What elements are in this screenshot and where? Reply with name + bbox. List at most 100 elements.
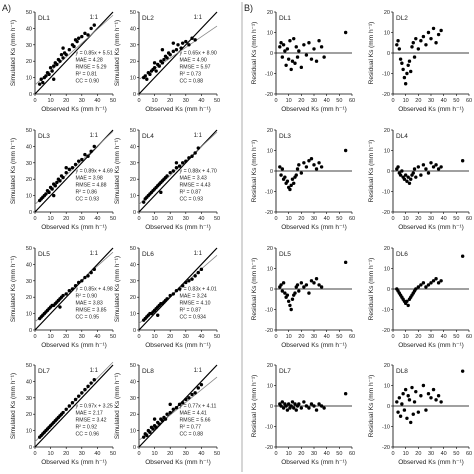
data-point	[199, 267, 204, 272]
stat-line: MAE = 3.83	[76, 301, 103, 307]
data-point	[299, 406, 304, 410]
x-tick-label: 50	[336, 334, 342, 340]
data-point	[412, 400, 417, 404]
x-tick-label: 0	[33, 451, 36, 457]
data-point	[47, 72, 51, 77]
data-point	[92, 378, 96, 382]
stat-line: RMSE = 5.66	[180, 418, 211, 424]
data-point	[86, 274, 90, 278]
data-point	[52, 64, 56, 68]
stat-line: y = 0.97x + 3.25	[76, 404, 113, 410]
data-point	[171, 41, 176, 45]
x-tick-label: 40	[441, 98, 447, 104]
plot-title: DL7	[38, 368, 50, 375]
data-point	[145, 77, 149, 81]
data-point	[314, 167, 319, 171]
y-tick-label: 30	[26, 161, 32, 167]
data-point	[180, 401, 185, 405]
x-tick-label: 30	[428, 334, 434, 340]
x-tick-label: 20	[63, 98, 69, 104]
x-axis-label: Observed Ks (mm h⁻¹)	[145, 106, 211, 113]
data-point	[190, 154, 194, 158]
data-point	[317, 161, 321, 165]
x-tick-label: 60	[466, 334, 472, 340]
plot-b-dl6: 0 10 20 30 40 50 60 -20 -10 0 10 20 DL6 Observed Ks (…	[368, 246, 472, 349]
x-tick-label: 60	[349, 216, 355, 222]
y-axis-label: Residual Ks (mm h⁻¹)	[368, 375, 375, 438]
data-point	[411, 412, 415, 416]
stat-line: CC = 0.90	[76, 79, 100, 85]
y-tick-label: 50	[26, 128, 32, 134]
y-tick-label: 10	[384, 31, 390, 37]
y-tick-label: 50	[26, 10, 32, 16]
data-point	[416, 47, 421, 51]
data-point	[143, 74, 147, 78]
x-tick-label: 20	[415, 98, 421, 104]
x-tick-label: 30	[428, 451, 434, 457]
data-point	[403, 82, 408, 86]
data-point	[411, 41, 415, 45]
x-tick-label: 30	[79, 334, 85, 340]
data-point	[302, 43, 306, 47]
stat-line: RMSE = 3.42	[76, 418, 107, 424]
data-point	[174, 48, 179, 52]
plot-title: DL2	[396, 15, 408, 22]
data-point	[187, 156, 191, 160]
x-tick-label: 50	[453, 216, 459, 222]
data-point	[171, 169, 176, 173]
data-point	[285, 179, 290, 183]
data-point	[431, 165, 436, 169]
data-point	[434, 277, 438, 281]
data-point	[179, 46, 183, 50]
x-tick-label: 30	[183, 216, 189, 222]
plot-title: DL7	[279, 368, 291, 375]
data-point	[152, 417, 157, 421]
x-tick-label: 40	[94, 451, 100, 457]
x-tick-label: 20	[415, 451, 421, 457]
y-tick-label: 20	[26, 412, 32, 418]
data-point	[165, 297, 169, 301]
data-point	[421, 281, 426, 285]
x-tick-label: 20	[298, 98, 304, 104]
data-point	[414, 389, 418, 394]
x-tick-label: 30	[428, 216, 434, 222]
y-axis-label: Residual Ks (mm h⁻¹)	[368, 258, 375, 321]
data-point	[299, 171, 304, 175]
stat-line: R² = 0.92	[76, 425, 98, 431]
stat-line: R² = 0.87	[180, 190, 202, 196]
x-tick-label: 50	[110, 334, 116, 340]
data-point	[421, 383, 426, 388]
x-tick-label: 0	[33, 334, 36, 340]
data-point	[312, 47, 316, 51]
x-tick-label: 0	[33, 216, 36, 222]
data-point	[165, 56, 169, 60]
x-tick-label: 20	[415, 334, 421, 340]
y-tick-label: -20	[265, 328, 273, 334]
x-tick-label: 20	[63, 216, 69, 222]
data-point	[439, 279, 443, 283]
data-point	[89, 26, 93, 31]
y-axis-label: Residual Ks (mm h⁻¹)	[251, 375, 258, 438]
data-point	[395, 43, 399, 47]
y-tick-label: 10	[26, 312, 32, 318]
x-tick-label: 10	[152, 216, 158, 222]
data-point	[419, 283, 423, 287]
data-point	[286, 57, 291, 61]
data-point	[403, 387, 408, 392]
data-point	[307, 159, 311, 163]
data-point	[460, 254, 465, 258]
x-tick-label: 50	[110, 216, 116, 222]
data-point	[312, 404, 316, 408]
plot-a-dl8: 0 10 20 30 40 50 0 10 20 30 40 50 1:1 y = 0.77x + 4.1…	[114, 363, 220, 466]
x-tick-label: 30	[79, 98, 85, 104]
data-point	[168, 52, 172, 57]
y-axis-label: Residual Ks (mm h⁻¹)	[368, 140, 375, 203]
data-point	[141, 200, 146, 204]
data-point	[177, 164, 182, 168]
data-point	[165, 412, 169, 416]
y-tick-label: 0	[387, 287, 390, 293]
data-point	[460, 369, 465, 373]
stat-line: R² = 0.90	[76, 294, 98, 300]
data-point	[61, 410, 65, 415]
data-point	[190, 277, 194, 281]
